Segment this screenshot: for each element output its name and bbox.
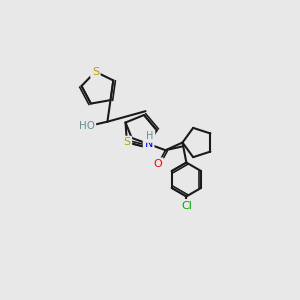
Text: S: S [92, 67, 99, 77]
Text: Cl: Cl [181, 201, 192, 211]
Text: H: H [146, 131, 154, 141]
Text: HO: HO [79, 121, 94, 130]
Text: S: S [123, 137, 130, 147]
Text: N: N [144, 139, 153, 149]
Text: O: O [154, 159, 162, 169]
